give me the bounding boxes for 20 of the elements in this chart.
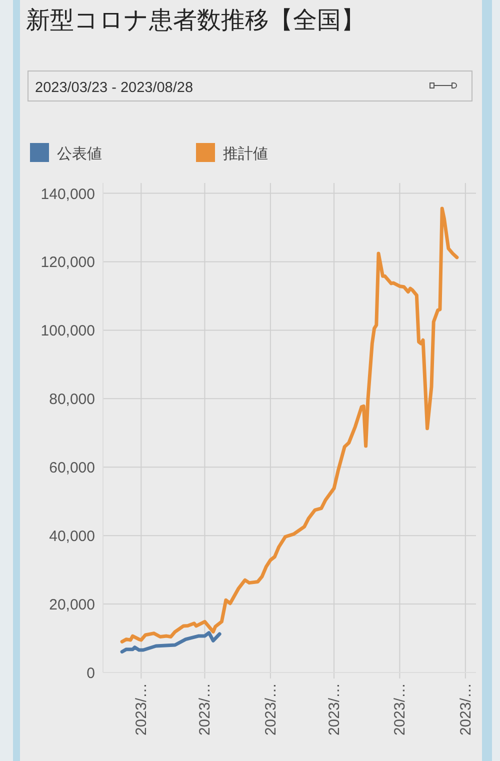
line-series xyxy=(120,631,222,654)
line-series xyxy=(120,206,459,644)
y-tick-label: 80,000 xyxy=(49,391,95,408)
x-tick-label: 2023/… xyxy=(392,683,409,736)
y-tick-label: 40,000 xyxy=(49,528,95,546)
legend-label: 推計値 xyxy=(223,146,268,162)
x-tick-label: 2023/… xyxy=(326,683,344,736)
y-tick-label: 60,000 xyxy=(49,460,95,477)
y-tick-label: 20,000 xyxy=(49,596,95,614)
y-tick-label: 100,000 xyxy=(40,322,95,340)
y-tick-label: 140,000 xyxy=(40,186,95,203)
y-tick-label: 0 xyxy=(86,665,95,682)
x-tick-label: 2023/… xyxy=(457,683,474,736)
chart-title: 新型コロナ患者数推移【全国】 xyxy=(26,7,365,34)
legend-label: 公表値 xyxy=(57,146,102,162)
text: 2023/03/23 - 2023/08/28 xyxy=(35,80,194,96)
x-tick-label: 2023/… xyxy=(196,683,214,736)
y-tick-label: 120,000 xyxy=(40,254,95,272)
x-tick-label: 2023/… xyxy=(133,683,150,736)
x-tick-label: 2023/… xyxy=(262,683,280,736)
